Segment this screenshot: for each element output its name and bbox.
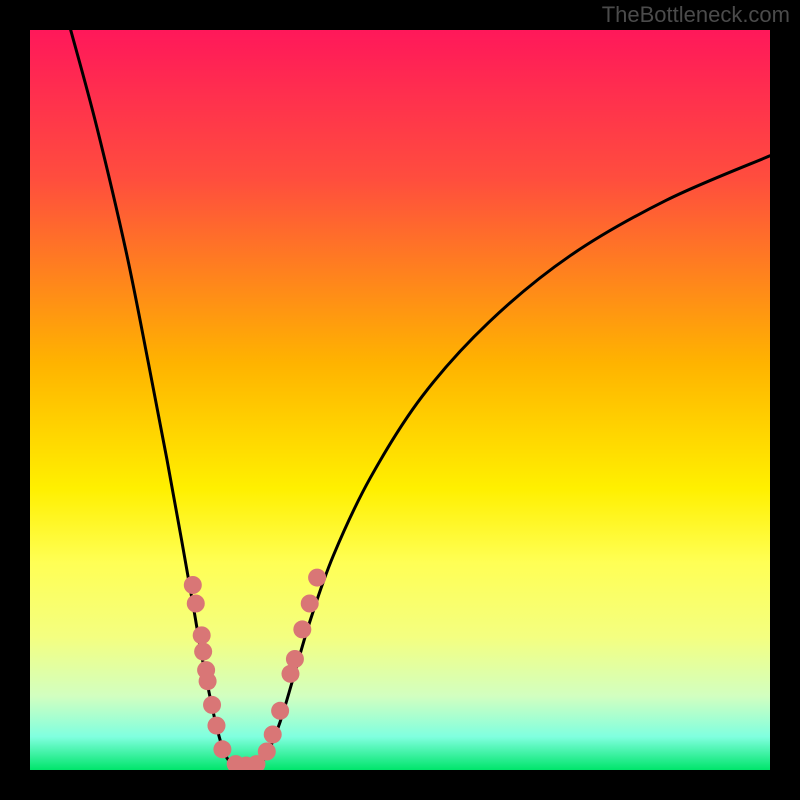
sample-marker — [199, 672, 217, 690]
sample-marker — [187, 595, 205, 613]
sample-marker — [203, 696, 221, 714]
plot-background — [30, 30, 770, 770]
sample-marker — [258, 743, 276, 761]
sample-marker — [271, 702, 289, 720]
bottleneck-chart: TheBottleneck.com — [0, 0, 800, 800]
sample-marker — [293, 620, 311, 638]
sample-marker — [286, 650, 304, 668]
chart-container: TheBottleneck.com — [0, 0, 800, 800]
sample-marker — [184, 576, 202, 594]
sample-marker — [301, 595, 319, 613]
sample-marker — [308, 569, 326, 587]
sample-marker — [193, 626, 211, 644]
sample-marker — [213, 740, 231, 758]
sample-marker — [207, 717, 225, 735]
watermark-text: TheBottleneck.com — [602, 2, 790, 27]
sample-marker — [194, 643, 212, 661]
sample-marker — [264, 725, 282, 743]
